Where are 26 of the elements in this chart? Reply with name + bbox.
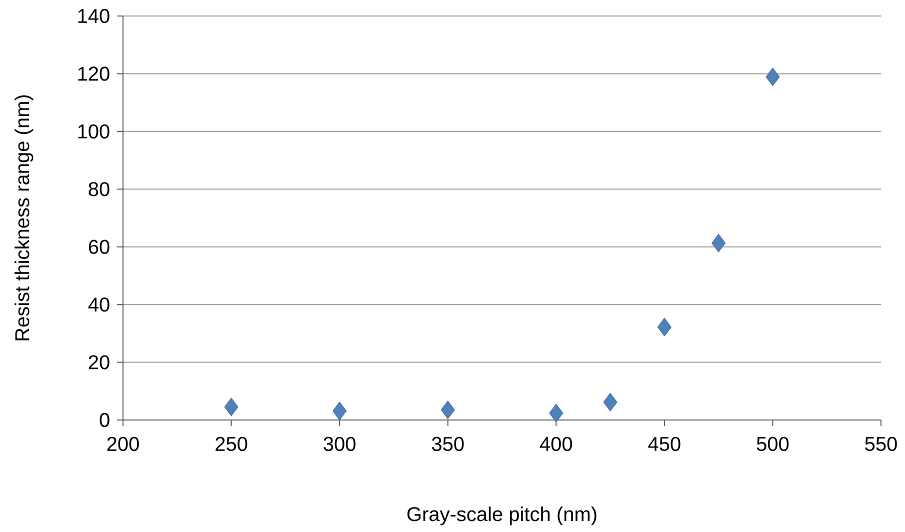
- x-tick-label: 250: [216, 436, 248, 452]
- x-tick-label: 450: [648, 436, 680, 452]
- x-tick-label: 400: [540, 436, 572, 452]
- point: [657, 318, 672, 336]
- y-axis-title: Resist thickness range (nm): [14, 95, 34, 340]
- y-tick-label: 100: [78, 124, 110, 139]
- x-tick-label: 300: [324, 436, 356, 452]
- y-tick-label: 120: [78, 66, 110, 81]
- x-tick-label: 350: [432, 436, 464, 452]
- x-axis-title: Gray-scale pitch (nm): [407, 506, 596, 526]
- y-tick-label: 80: [88, 182, 110, 196]
- y-tick-label: 40: [88, 298, 110, 312]
- point: [332, 402, 347, 420]
- point: [766, 68, 780, 86]
- point: [549, 404, 564, 422]
- x-tick-label: 550: [865, 436, 897, 452]
- point: [440, 400, 455, 420]
- y-tick-label: 0: [100, 412, 110, 428]
- x-tick-label: 500: [756, 436, 789, 452]
- point: [712, 234, 726, 252]
- point: [224, 398, 238, 416]
- point: [603, 392, 618, 412]
- y-tick-label: 60: [88, 240, 110, 254]
- x-tick-label: 200: [107, 436, 139, 452]
- y-tick-label: 20: [88, 355, 110, 370]
- y-tick-label: 140: [78, 8, 110, 24]
